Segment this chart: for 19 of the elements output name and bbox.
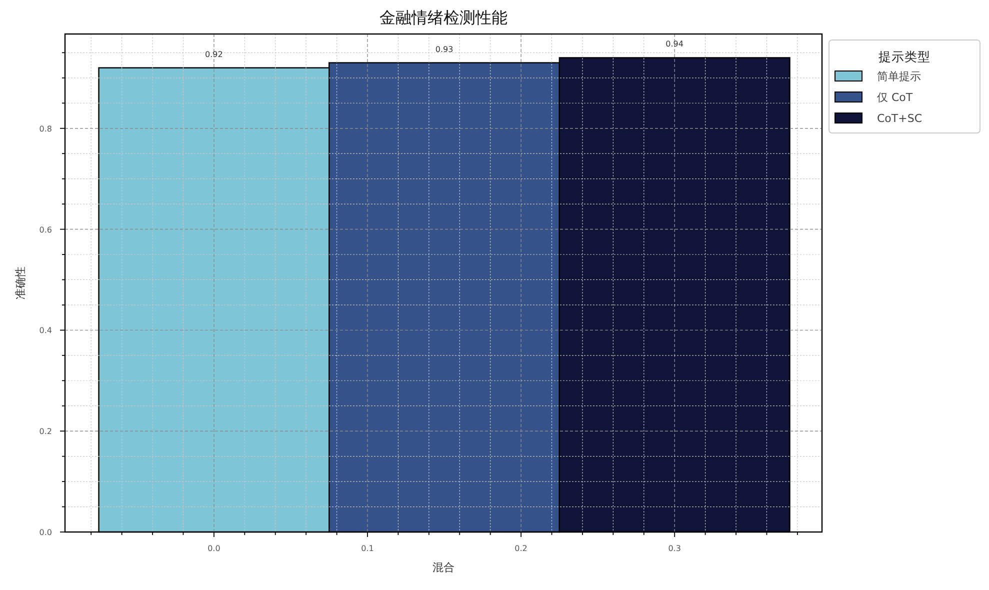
legend-label: CoT+SC xyxy=(877,112,922,125)
legend-title: 提示类型 xyxy=(878,49,930,64)
x-tick-label: 0.0 xyxy=(208,544,220,553)
legend-label: 仅 CoT xyxy=(877,91,913,104)
y-tick-label: 0.6 xyxy=(39,225,52,234)
y-tick-label: 0.2 xyxy=(39,427,52,436)
legend-label: 简单提示 xyxy=(877,70,921,83)
data-label: 0.93 xyxy=(435,44,454,54)
data-label: 0.94 xyxy=(666,40,684,49)
x-tick-label: 0.1 xyxy=(361,544,374,553)
chart-title: 金融情绪检测性能 xyxy=(380,8,508,27)
y-tick-label: 0.8 xyxy=(39,124,52,134)
y-tick-label: 0.0 xyxy=(39,528,52,537)
x-tick-label: 0.3 xyxy=(668,544,681,553)
data-label: 0.92 xyxy=(205,50,223,59)
x-tick-label: 0.2 xyxy=(514,544,528,553)
y-axis-title: 准确性 xyxy=(14,266,27,300)
y-tick-label: 0.4 xyxy=(39,326,52,336)
x-axis-title: 混合 xyxy=(432,561,454,574)
